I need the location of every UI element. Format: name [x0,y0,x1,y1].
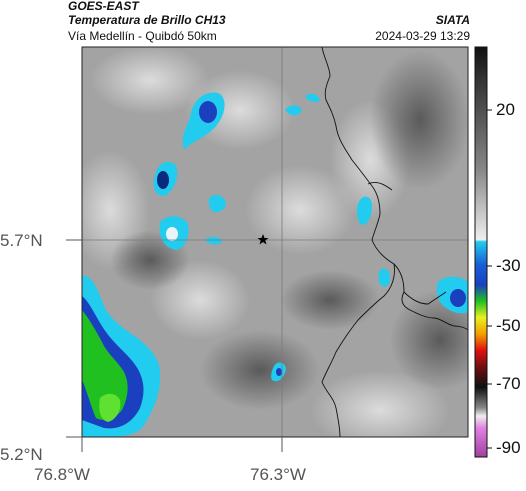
location-subtitle: Vía Medellín - Quibdó 50km [68,29,217,43]
border-line [403,291,447,305]
border-line [367,181,393,191]
colorbar-label: -90 [496,438,521,457]
map-frame [81,46,469,438]
product-title: Temperatura de Brillo CH13 [68,13,226,27]
border-line [321,47,468,331]
map-imagery [82,47,468,437]
colorbar-label: -70 [496,374,521,393]
lon-label: 76.8°W [34,465,90,484]
datetime-label: 2024-03-29 13:29 [375,29,470,43]
satellite-title: GOES-EAST [68,0,139,13]
org-label: SIATA [435,13,470,27]
border-line [321,263,395,437]
lon-label: 76.3°W [250,465,306,484]
colorbar-label: -30 [496,256,521,275]
colorbar [474,46,488,458]
colorbar-label: 20 [496,100,515,119]
cold-cloud-cells [82,92,468,437]
lat-label: 5.7°N [0,231,43,250]
colorbar-label: -50 [496,316,521,335]
location-marker-icon [257,234,269,245]
lat-label: 5.2°N [0,445,43,464]
